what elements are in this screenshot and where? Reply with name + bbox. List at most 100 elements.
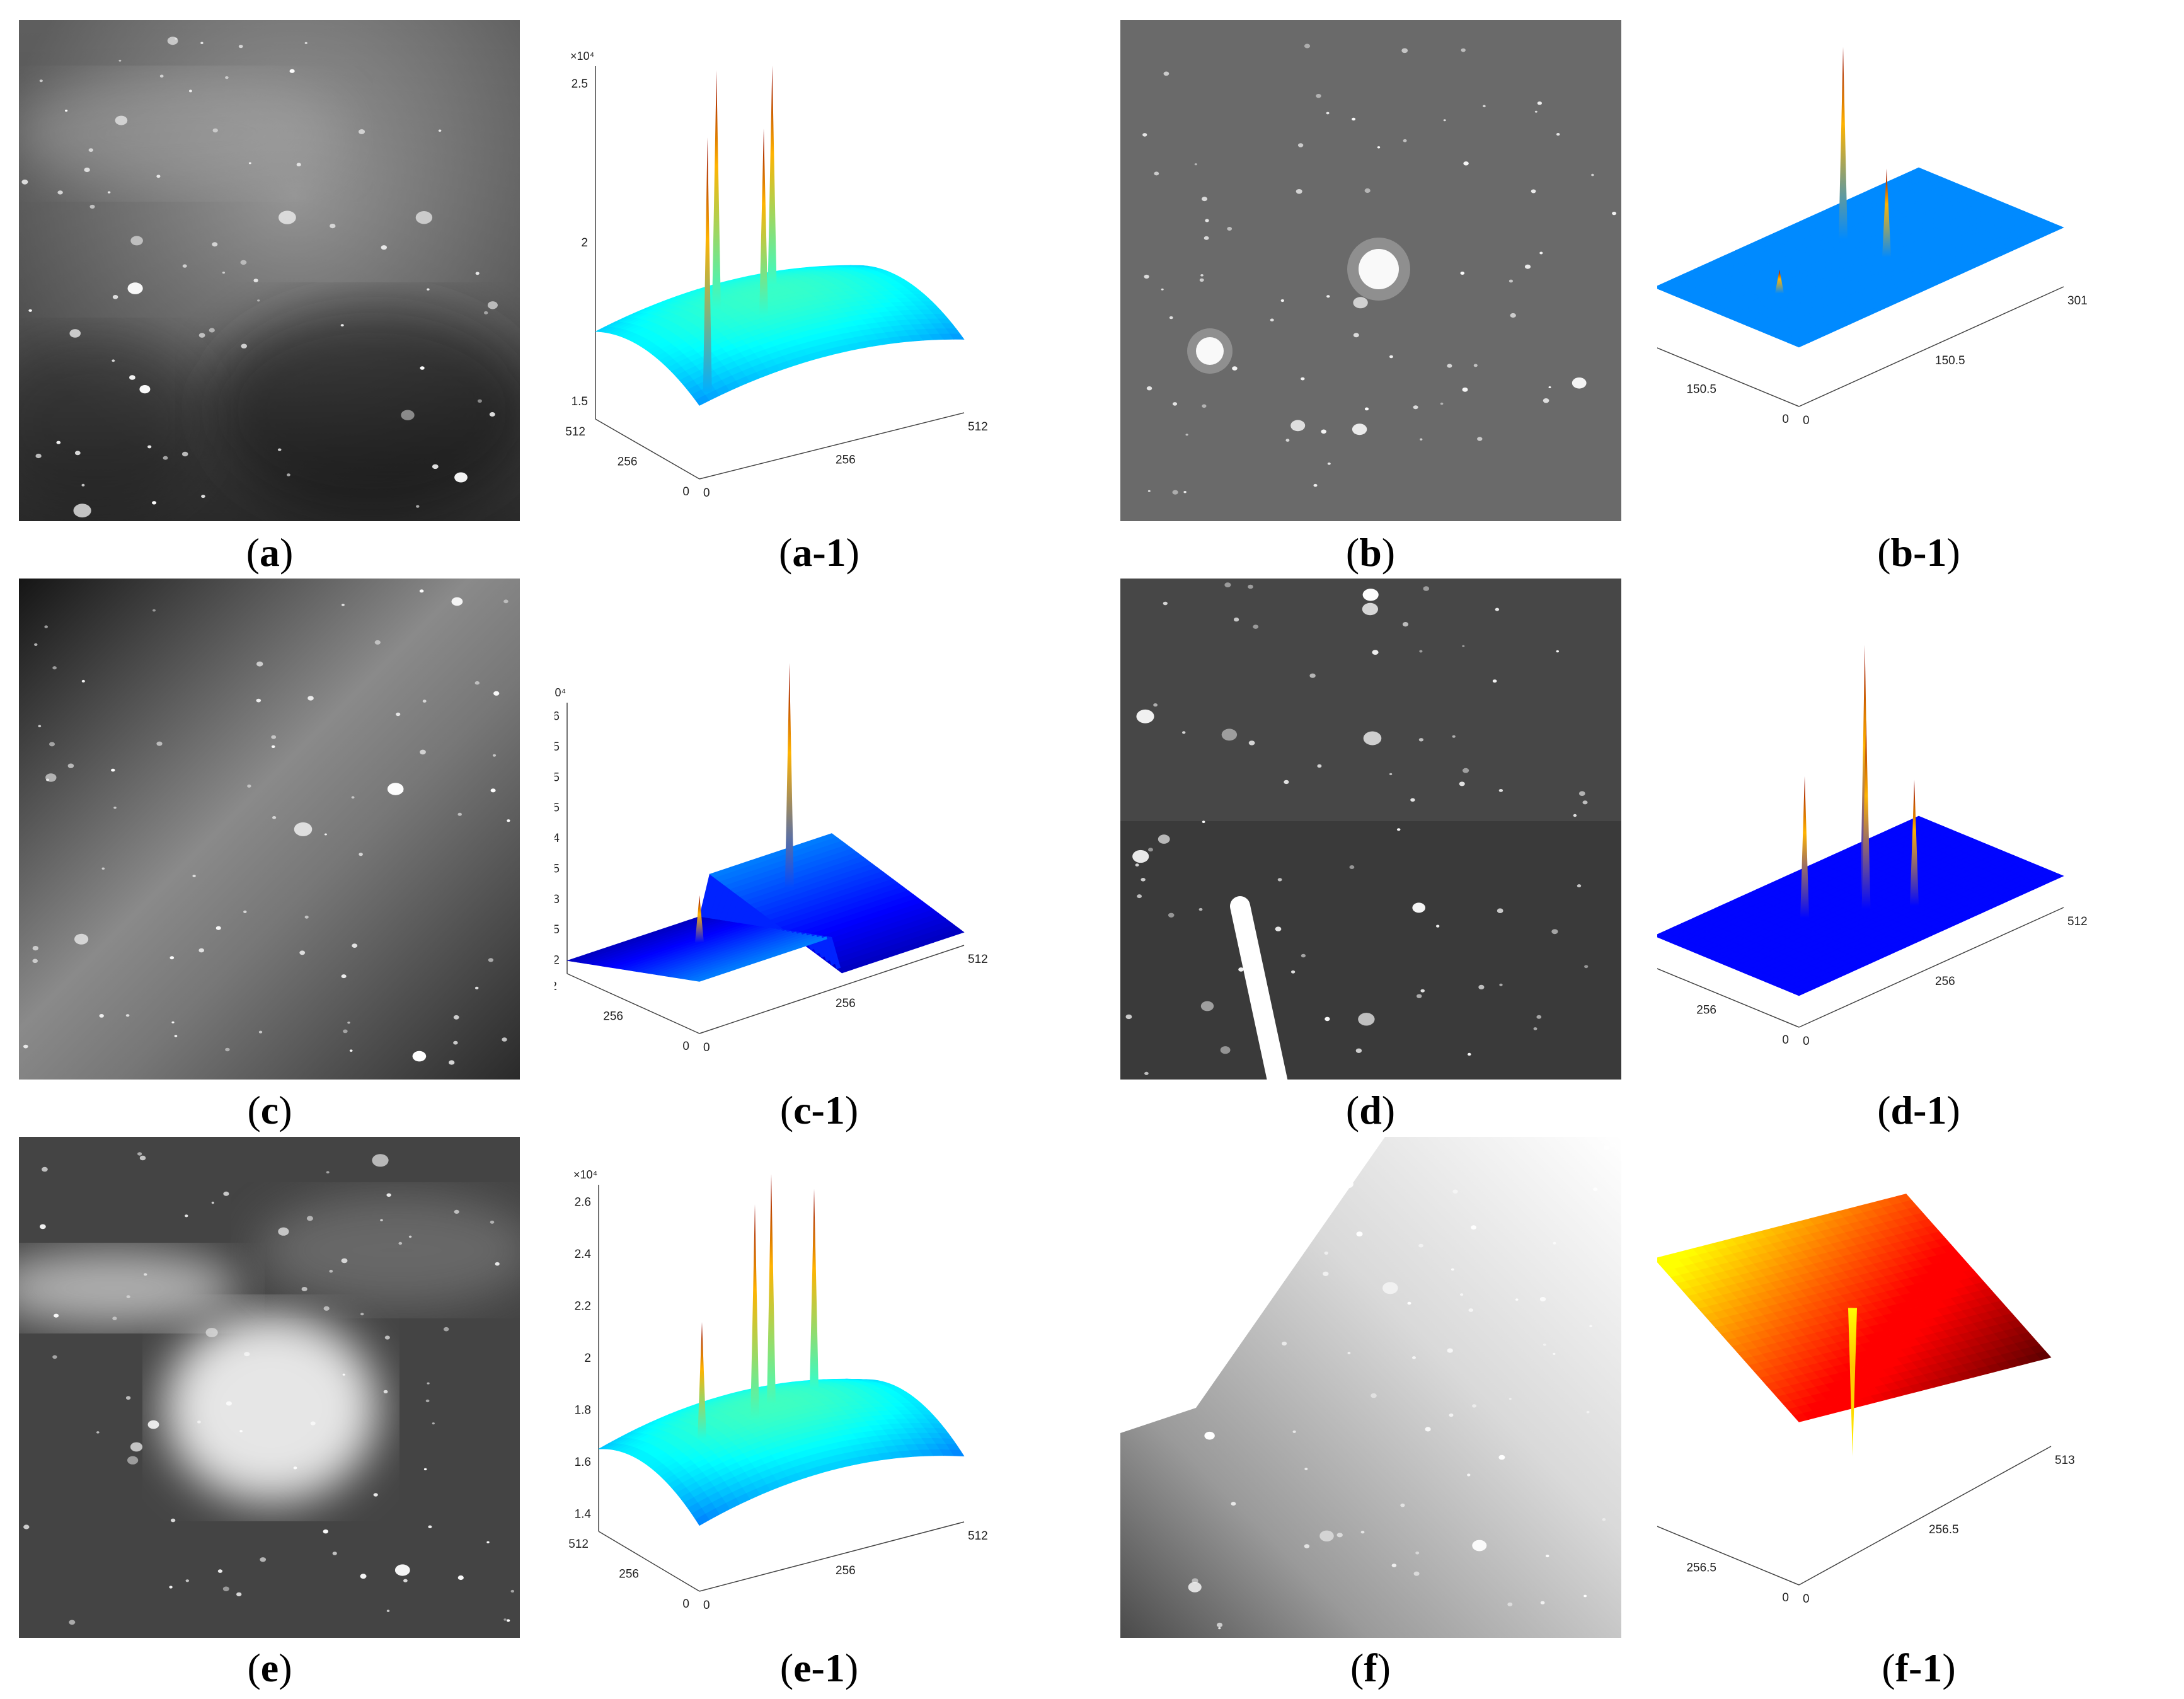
star [1360, 1531, 1365, 1534]
star [324, 833, 327, 836]
star [1371, 1393, 1377, 1398]
photo-a [19, 20, 520, 521]
star [1154, 171, 1159, 176]
star [256, 698, 262, 703]
star [1452, 735, 1456, 738]
x-tick-label: 512 [2067, 915, 2088, 928]
star [1194, 163, 1197, 166]
star [1413, 1571, 1420, 1576]
star [1203, 1371, 1208, 1375]
star [340, 324, 344, 326]
star [260, 1557, 267, 1562]
star [1125, 1014, 1132, 1020]
star [99, 1014, 104, 1018]
star [152, 609, 156, 612]
star [475, 272, 480, 275]
x-tick-label: 0 [1803, 1592, 1810, 1606]
star [1319, 1530, 1334, 1541]
star [125, 1396, 131, 1400]
star [1451, 1268, 1454, 1271]
z-tick-label: 1.5 [572, 395, 588, 408]
star [1556, 133, 1560, 136]
star [1497, 908, 1503, 913]
y-axis-line [1653, 967, 1800, 1028]
star [510, 1589, 515, 1593]
star [1510, 313, 1516, 318]
star [1477, 437, 1483, 441]
star [125, 1014, 130, 1017]
star [1539, 1297, 1546, 1302]
star [1577, 884, 1582, 888]
star [1142, 133, 1147, 137]
peak-spike [698, 1322, 706, 1439]
star [1309, 673, 1316, 678]
star [212, 242, 218, 247]
star [1182, 731, 1186, 734]
caption-d: (d) [1345, 1088, 1396, 1132]
star [506, 1619, 510, 1622]
star [1144, 1071, 1149, 1075]
star [453, 1040, 458, 1045]
z-tick-label: 1.4 [575, 1508, 592, 1521]
star [1172, 490, 1178, 495]
stars [1142, 43, 1617, 495]
star [1137, 894, 1142, 899]
star [1280, 299, 1284, 302]
star [330, 224, 336, 229]
z-tick-label: 6 [555, 710, 560, 723]
star [1218, 1627, 1221, 1630]
star [1418, 1243, 1423, 1248]
star [381, 245, 387, 250]
star [170, 956, 175, 960]
star [170, 1518, 176, 1523]
star [1204, 236, 1209, 240]
z-tick-label: 2 [581, 236, 588, 250]
star [1440, 402, 1444, 405]
star [341, 974, 347, 979]
star [1163, 601, 1168, 606]
star [408, 1235, 412, 1238]
star [493, 691, 500, 696]
caption-a: (a) [246, 530, 294, 575]
star [427, 1382, 430, 1385]
y-tick-label: 0 [682, 485, 689, 498]
star [35, 453, 42, 459]
star [271, 745, 275, 748]
z-tick-label: 2 [584, 1352, 591, 1365]
star [272, 816, 277, 819]
star [42, 1166, 48, 1172]
star [107, 191, 111, 193]
x-axis-line [699, 1521, 965, 1592]
star [209, 328, 215, 333]
star [1499, 983, 1503, 986]
star [1417, 994, 1422, 998]
star [1297, 143, 1304, 147]
surface-patch [2035, 1351, 2052, 1361]
star [419, 589, 424, 593]
star [257, 299, 260, 302]
star [352, 943, 358, 948]
star [152, 501, 157, 505]
star [1352, 423, 1367, 435]
y-axis-line [566, 973, 700, 1034]
star [1410, 798, 1415, 802]
star [277, 448, 282, 451]
star [1447, 1348, 1453, 1353]
star [1296, 189, 1302, 194]
star [341, 604, 345, 606]
star [56, 441, 61, 444]
surface [1653, 1194, 2052, 1456]
star [258, 1030, 263, 1034]
star [248, 162, 251, 164]
star [1536, 1015, 1542, 1019]
star [1461, 48, 1466, 52]
star [1205, 219, 1209, 222]
star [201, 495, 205, 498]
star [490, 1220, 495, 1224]
peak-spike [1910, 780, 1919, 906]
